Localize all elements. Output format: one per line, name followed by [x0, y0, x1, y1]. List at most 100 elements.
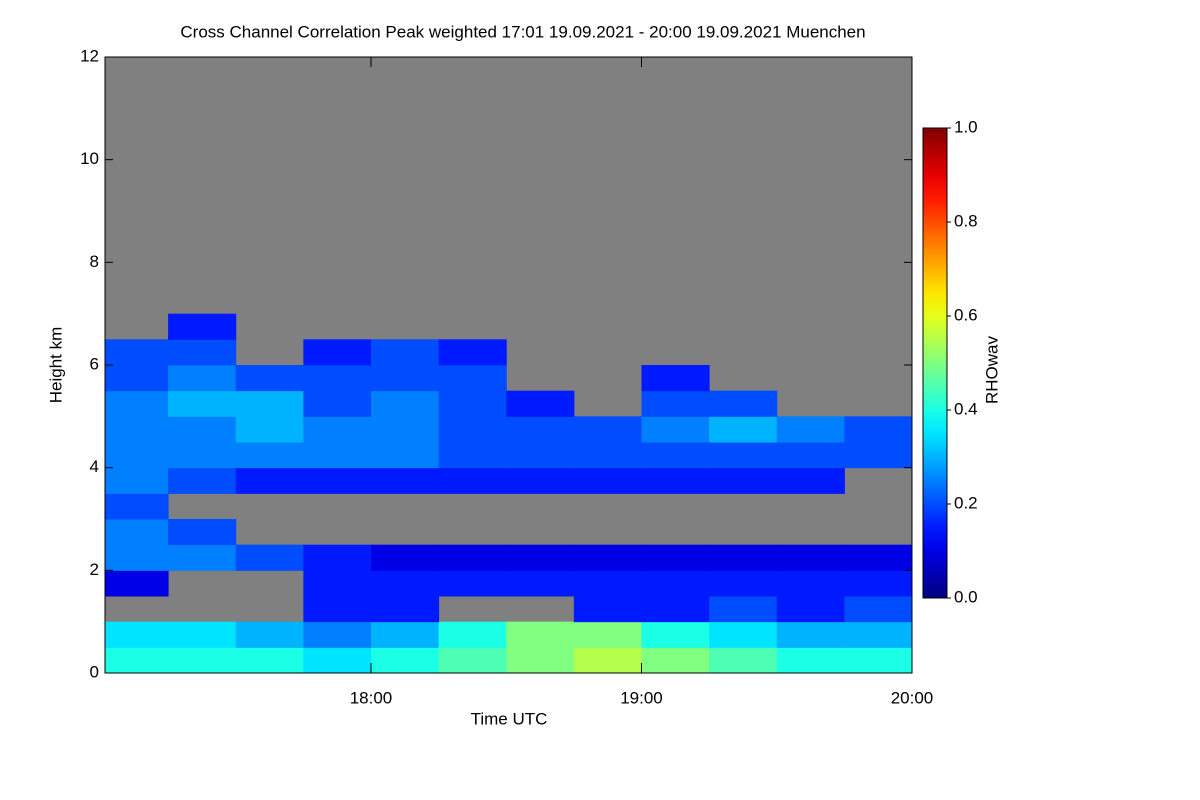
colorbar-label: RHOwav — [982, 335, 1001, 404]
heatmap-cell — [844, 442, 912, 469]
heatmap-cell — [438, 467, 507, 494]
heatmap-cell — [709, 596, 778, 623]
heatmap-cell — [438, 416, 507, 443]
y-tick-label: 10 — [80, 149, 99, 168]
heatmap-cell — [438, 442, 507, 469]
heatmap-cell — [303, 570, 372, 597]
heatmap-cell — [438, 647, 507, 673]
heatmap-cell — [168, 339, 237, 366]
heatmap-cell — [506, 544, 575, 571]
heatmap-cell — [303, 647, 372, 673]
y-tick-label: 2 — [90, 560, 99, 579]
heatmap-cell — [105, 570, 169, 597]
x-axis-label: Time UTC — [471, 709, 548, 728]
axes: 0 2 4 6 8 10 12 18:00 19:00 20:00 0.0 0.2 0.4 0.6 0.8 1… — [80, 46, 978, 707]
heatmap-cell — [573, 544, 642, 571]
heatmap-cell — [370, 467, 440, 494]
heatmap-cell — [776, 416, 845, 443]
y-tick-label: 12 — [80, 46, 99, 65]
heatmap-cell — [776, 647, 845, 673]
heatmap-cell — [303, 544, 372, 571]
heatmap-cell — [235, 365, 304, 392]
heatmap-cell — [506, 621, 575, 648]
heatmap-cell — [105, 390, 169, 417]
y-tick-label: 4 — [90, 457, 99, 476]
heatmap-cell — [168, 313, 237, 340]
heatmap-cell — [438, 621, 507, 648]
colorbar-tick-label: 0.6 — [954, 305, 978, 324]
heatmap-cell — [709, 416, 778, 443]
y-tick-label: 8 — [90, 252, 99, 271]
heatmap-cell — [235, 621, 304, 648]
heatmap-cell — [506, 647, 575, 673]
heatmap-cell — [168, 365, 237, 392]
colorbar — [922, 127, 948, 599]
heatmap-cell — [641, 596, 710, 623]
heatmap-cell — [105, 621, 169, 648]
x-tick-label: 20:00 — [891, 688, 934, 707]
colorbar-tick-label: 0.4 — [954, 399, 978, 418]
colorbar-tick-label: 0.0 — [954, 587, 978, 606]
y-tick-label: 0 — [90, 662, 99, 681]
heatmap-cell — [105, 544, 169, 571]
heatmap-cell — [235, 442, 304, 469]
heatmap-cell — [438, 544, 507, 571]
heatmap-cell — [709, 390, 778, 417]
heatmap-cell — [438, 339, 507, 366]
heatmap-cell — [235, 647, 304, 673]
heatmap-cell — [168, 467, 237, 494]
heatmap-cell — [105, 493, 169, 520]
y-axis-label: Height km — [46, 327, 65, 404]
heatmap-cell — [303, 365, 372, 392]
heatmap-cell — [168, 544, 237, 571]
heatmap-cell — [370, 544, 440, 571]
heatmap-cell — [438, 570, 507, 597]
heatmap-cell — [168, 519, 237, 546]
heatmap-cell — [168, 647, 237, 673]
heatmap — [105, 313, 912, 673]
heatmap-cell — [709, 467, 778, 494]
heatmap-cell — [105, 416, 169, 443]
heatmap-cell — [573, 570, 642, 597]
heatmap-cell — [776, 570, 845, 597]
heatmap-cell — [776, 467, 845, 494]
heatmap-cell — [506, 390, 575, 417]
heatmap-cell — [303, 416, 372, 443]
heatmap-cell — [776, 596, 845, 623]
heatmap-cell — [105, 365, 169, 392]
heatmap-cell — [105, 339, 169, 366]
colorbar-tick-label: 0.2 — [954, 493, 978, 512]
colorbar-tick-label: 0.8 — [954, 211, 978, 230]
heatmap-cell — [573, 621, 642, 648]
heatmap-cell — [844, 647, 912, 673]
heatmap-cell — [641, 621, 710, 648]
heatmap-cell — [506, 416, 575, 443]
heatmap-cell — [844, 416, 912, 443]
heatmap-cell — [303, 621, 372, 648]
heatmap-cell — [370, 596, 440, 623]
heatmap-cell — [641, 467, 710, 494]
heatmap-cell — [641, 416, 710, 443]
heatmap-cell — [641, 365, 710, 392]
heatmap-cell — [709, 621, 778, 648]
heatmap-cell — [105, 442, 169, 469]
heatmap-cell — [235, 416, 304, 443]
heatmap-cell — [844, 544, 912, 571]
x-tick-label: 19:00 — [620, 688, 663, 707]
heatmap-cell — [105, 519, 169, 546]
heatmap-cell — [641, 544, 710, 571]
heatmap-cell — [303, 467, 372, 494]
heatmap-cell — [168, 390, 237, 417]
heatmap-cell — [235, 467, 304, 494]
heatmap-cell — [709, 442, 778, 469]
heatmap-cell — [370, 647, 440, 673]
heatmap-cell — [105, 647, 169, 673]
heatmap-cell — [776, 621, 845, 648]
heatmap-cell — [370, 442, 440, 469]
heatmap-cell — [370, 390, 440, 417]
heatmap-cell — [844, 596, 912, 623]
heatmap-cell — [303, 390, 372, 417]
heatmap-cell — [844, 570, 912, 597]
heatmap-cell — [235, 390, 304, 417]
heatmap-cell — [303, 596, 372, 623]
